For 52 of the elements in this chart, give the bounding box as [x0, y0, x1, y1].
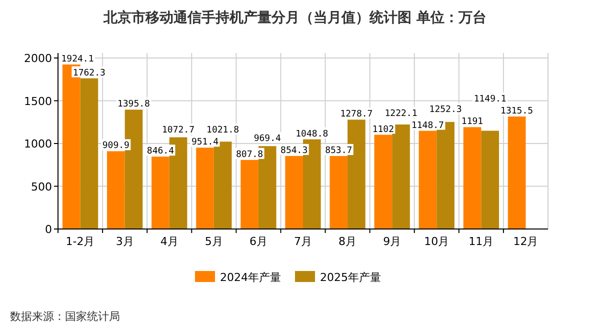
data-label: 1072.7 [162, 126, 195, 136]
y-tick-label: 1500 [24, 94, 52, 108]
bar [508, 116, 526, 229]
bar [392, 124, 410, 229]
data-label: 1048.8 [296, 129, 328, 140]
data-label: 846.4 [146, 146, 174, 157]
bar [196, 148, 214, 229]
y-tick-label: 0 [45, 223, 52, 236]
bar [107, 151, 125, 229]
x-tick-label: 7月 [294, 235, 312, 248]
source-note: 数据来源：国家统计局 [10, 310, 120, 323]
x-tick-label: 10月 [424, 235, 450, 248]
data-label: 909.9 [102, 141, 130, 152]
x-tick-label: 5月 [204, 235, 223, 248]
data-label: 1315.5 [500, 106, 534, 117]
data-label: 951.4 [191, 138, 219, 148]
data-label: 1102 [372, 124, 394, 135]
bar [152, 156, 170, 229]
bar [463, 127, 482, 229]
bar [330, 156, 348, 229]
x-tick-label: 11月 [468, 235, 494, 248]
x-tick-label: 8月 [338, 235, 357, 248]
data-label: 1222.1 [384, 108, 418, 119]
bar [240, 160, 258, 229]
y-tick-label: 500 [31, 180, 52, 194]
data-label: 1278.7 [340, 110, 373, 120]
data-label: 1021.8 [206, 126, 240, 136]
data-label: 969.4 [254, 134, 281, 144]
x-tick-label: 6月 [249, 235, 268, 248]
data-label: 1252.3 [429, 105, 462, 116]
chart-title: 北京市移动通信手持机产量分月（当月值）统计图 单位：万台 [102, 9, 486, 26]
data-label: 1924.1 [61, 54, 94, 64]
bar [481, 130, 499, 229]
x-tick-label: 1-2月 [66, 235, 95, 248]
x-tick-label: 4月 [160, 235, 178, 248]
bar [374, 134, 392, 229]
legend-label: 2024年产量 [220, 271, 281, 284]
data-label: 1762.3 [72, 68, 106, 78]
legend-label: 2025年产量 [320, 271, 381, 284]
x-tick-label: 3月 [116, 235, 134, 248]
data-label: 1148.7 [411, 120, 444, 131]
data-label: 807.8 [236, 150, 264, 160]
data-label: 1149.1 [474, 94, 506, 105]
x-tick-label: 12月 [513, 235, 538, 248]
data-label: 1395.8 [117, 100, 150, 110]
y-tick-label: 2000 [24, 52, 52, 65]
y-tick-label: 1000 [24, 138, 52, 150]
x-tick-label: 9月 [383, 235, 402, 248]
data-label: 1191 [461, 117, 484, 128]
data-label: 853.7 [325, 146, 352, 156]
bar [285, 156, 303, 229]
data-label: 854.3 [280, 146, 308, 156]
